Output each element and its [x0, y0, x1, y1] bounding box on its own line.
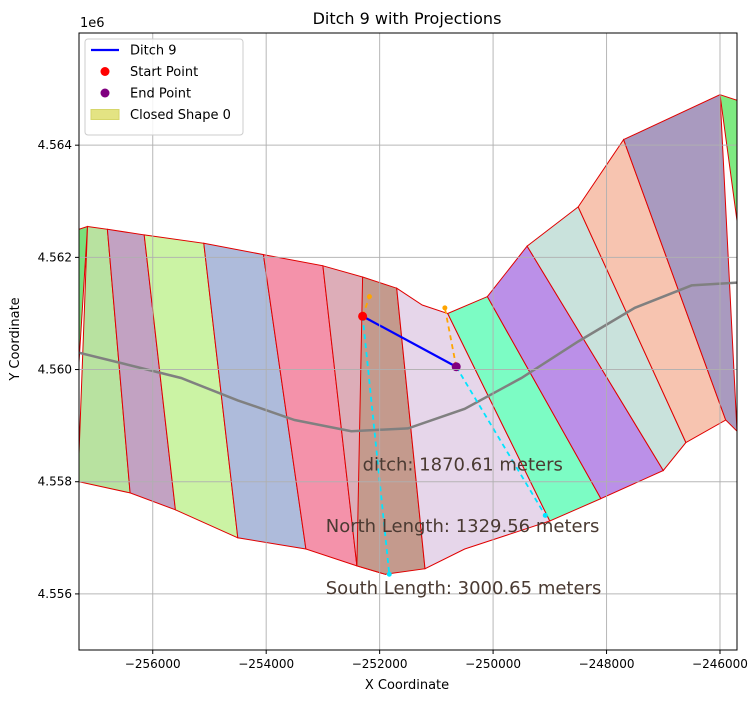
- y-axis-label: Y Coordinate: [8, 297, 23, 381]
- y-tick-label: 4.564: [38, 138, 72, 152]
- projection-line-3: [455, 366, 547, 516]
- plot-frame: [78, 32, 738, 651]
- x-axis-label: X Coordinate: [365, 678, 449, 693]
- y-tick-label: 4.556: [38, 587, 72, 601]
- y-tick-label: 4.562: [38, 250, 72, 264]
- legend-label: Ditch 9: [130, 44, 177, 59]
- start-point: [358, 311, 368, 321]
- centerline: [79, 281, 737, 433]
- legend-box: [84, 38, 244, 136]
- x-tick-label: −246000: [692, 657, 748, 671]
- x-tick-label: −256000: [125, 657, 181, 671]
- x-tick-label: −252000: [352, 657, 408, 671]
- legend-point-swatch: [100, 67, 110, 76]
- y-tick-label: 4.560: [38, 363, 72, 377]
- legend-label: Closed Shape 0: [130, 108, 231, 123]
- x-tick-label: −254000: [238, 657, 294, 671]
- ditch-line: [362, 315, 457, 368]
- legend: Ditch 9 Start Point End Point Closed Shape …: [84, 38, 244, 136]
- annotation-0: ditch: 1870.61 meters: [363, 455, 563, 476]
- annotation-2: South Length: 3000.65 meters: [326, 578, 602, 599]
- x-tick-label: −248000: [579, 657, 635, 671]
- shape-segment-13: [622, 93, 737, 432]
- shape-segment-0: [79, 225, 89, 482]
- legend-label: End Point: [130, 87, 191, 102]
- projection-line-2: [361, 316, 391, 575]
- shape-segment-7: [356, 276, 426, 575]
- projection-line-1: [443, 307, 458, 367]
- chart-title: Ditch 9 with Projections: [313, 9, 502, 28]
- legend-label: Start Point: [130, 65, 198, 80]
- projection-end-3: [542, 512, 548, 518]
- legend-point-swatch: [100, 88, 110, 98]
- projection-end-0: [366, 294, 372, 300]
- legend-patch-swatch: [90, 109, 120, 120]
- annotation-1: North Length: 1329.56 meters: [326, 516, 600, 537]
- x-tick-label: −250000: [465, 657, 521, 671]
- end-point: [451, 362, 461, 372]
- y-tick-label: 4.558: [38, 475, 72, 489]
- shape-segment-14: [719, 93, 737, 225]
- y-axis-offset-label: 1e6: [80, 16, 105, 31]
- projection-end-2: [386, 571, 392, 577]
- projection-end-1: [442, 305, 448, 311]
